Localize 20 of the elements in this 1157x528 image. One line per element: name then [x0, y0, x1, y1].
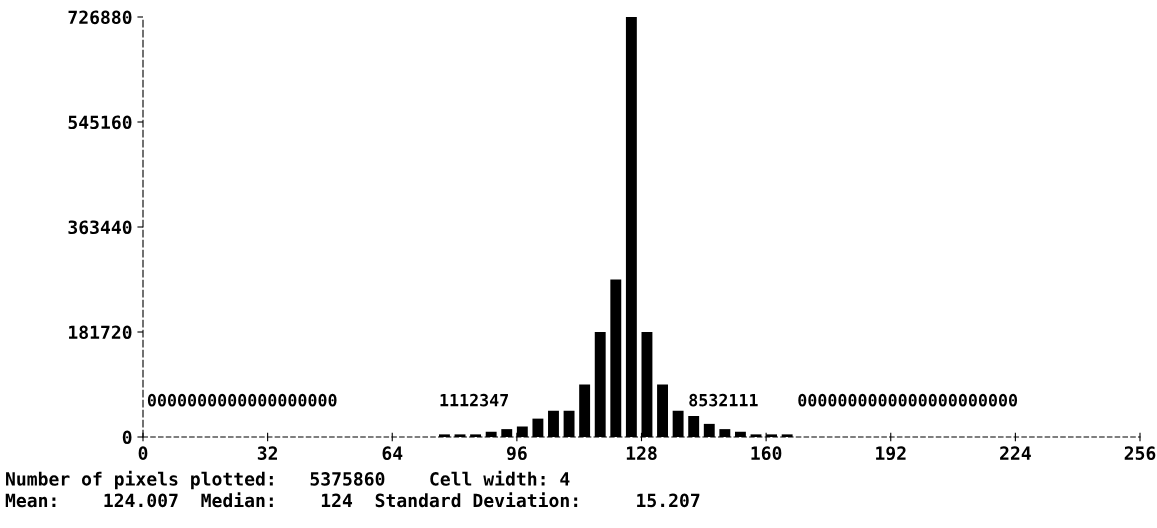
- x-tick-label: 128: [626, 446, 657, 460]
- text: Mean: 124.007 Median: 124 Standard Deviation: 15.207: [5, 492, 700, 508]
- x-tick-label: 32: [257, 446, 277, 460]
- x-tick-label: 64: [382, 446, 403, 461]
- x-tick-label: 192: [876, 446, 906, 461]
- annotation: 1112347: [440, 393, 508, 407]
- y-tick-label: 363440: [68, 220, 132, 235]
- text: Number of pixels plotted: 5375860 Cell width: 4: [6, 470, 570, 490]
- y-tick-label: 545160: [68, 115, 132, 130]
- y-tick-label: 0: [122, 430, 132, 445]
- x-tick-label: 256: [1124, 446, 1156, 461]
- y-tick-label: 726880: [68, 10, 132, 25]
- annotation: 0000000000000000000000: [798, 393, 1018, 407]
- annotation: 8532111: [689, 393, 758, 407]
- x-tick-label: 96: [506, 446, 527, 461]
- x-tick-label: 160: [751, 446, 782, 461]
- x-tick-label: 0: [138, 446, 148, 460]
- x-tick-label: 224: [1000, 446, 1031, 460]
- y-tick-label: 181720: [69, 325, 132, 340]
- annotation: 0000000000000000000: [147, 393, 337, 407]
